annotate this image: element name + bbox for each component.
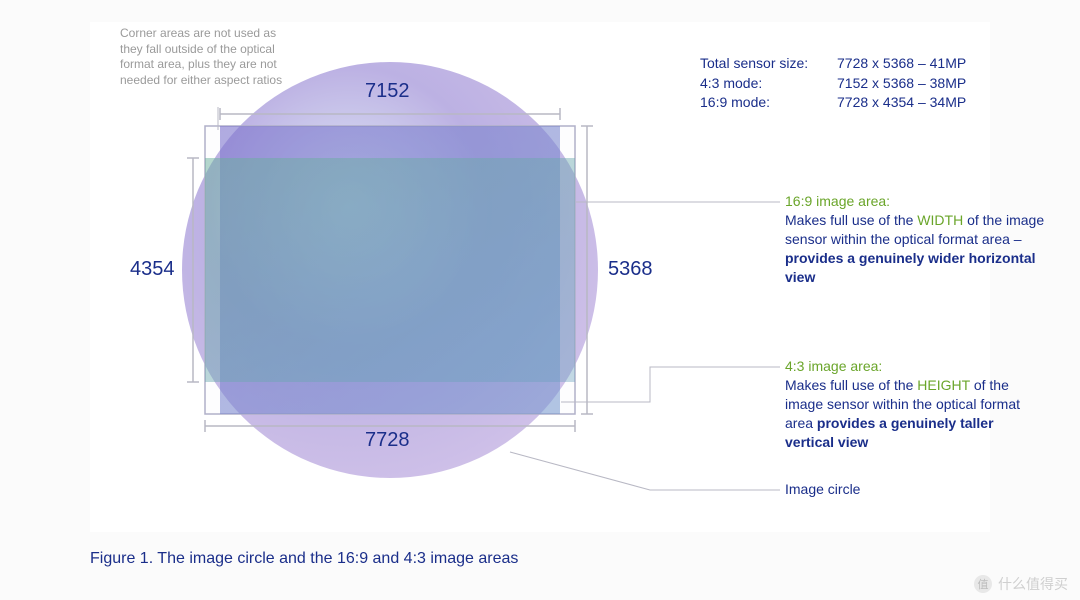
watermark-text: 什么值得买 [998,574,1068,594]
annot-43-title: 4:3 image area: [785,358,882,374]
spec-row: 4:3 mode: 7152 x 5368 – 38MP [700,74,966,94]
annot-169-text: Makes full use of the [785,212,917,228]
annot-43: 4:3 image area: Makes full use of the HE… [785,357,1045,451]
dim-left-label: 4354 [130,258,175,281]
annot-image-circle-text: Image circle [785,481,860,497]
spec-table: Total sensor size: 7728 x 5368 – 41MP 4:… [700,54,966,113]
annot-169-title: 16:9 image area: [785,193,890,209]
corner-note: Corner areas are not used as they fall o… [120,26,295,88]
annot-169-strong: provides a genuinely wider horizontal vi… [785,250,1036,285]
spec-label: 16:9 mode: [700,93,825,113]
annot-43-em: HEIGHT [917,377,970,393]
watermark: 值 什么值得买 [974,574,1068,594]
mode-169-rect [205,158,575,382]
dim-top-label: 7152 [365,80,410,103]
dim-bottom-label: 7728 [365,429,410,452]
figure-frame: 7152 7728 4354 5368 Corner areas are not… [90,22,990,532]
leader-image-circle [510,452,780,490]
spec-value: 7728 x 4354 – 34MP [837,93,966,113]
spec-row: Total sensor size: 7728 x 5368 – 41MP [700,54,966,74]
spec-row: 16:9 mode: 7728 x 4354 – 34MP [700,93,966,113]
spec-label: Total sensor size: [700,54,825,74]
annot-169-em: WIDTH [917,212,963,228]
annot-43-strong: provides a genuinely taller vertical vie… [785,415,994,450]
leader-43 [561,367,780,402]
annot-169: 16:9 image area: Makes full use of the W… [785,192,1045,286]
spec-label: 4:3 mode: [700,74,825,94]
annot-43-text: Makes full use of the [785,377,917,393]
dim-right-label: 5368 [608,258,653,281]
watermark-icon: 值 [974,575,992,593]
spec-value: 7152 x 5368 – 38MP [837,74,966,94]
spec-value: 7728 x 5368 – 41MP [837,54,966,74]
figure-caption: Figure 1. The image circle and the 16:9 … [90,550,518,568]
annot-image-circle: Image circle [785,480,1045,499]
